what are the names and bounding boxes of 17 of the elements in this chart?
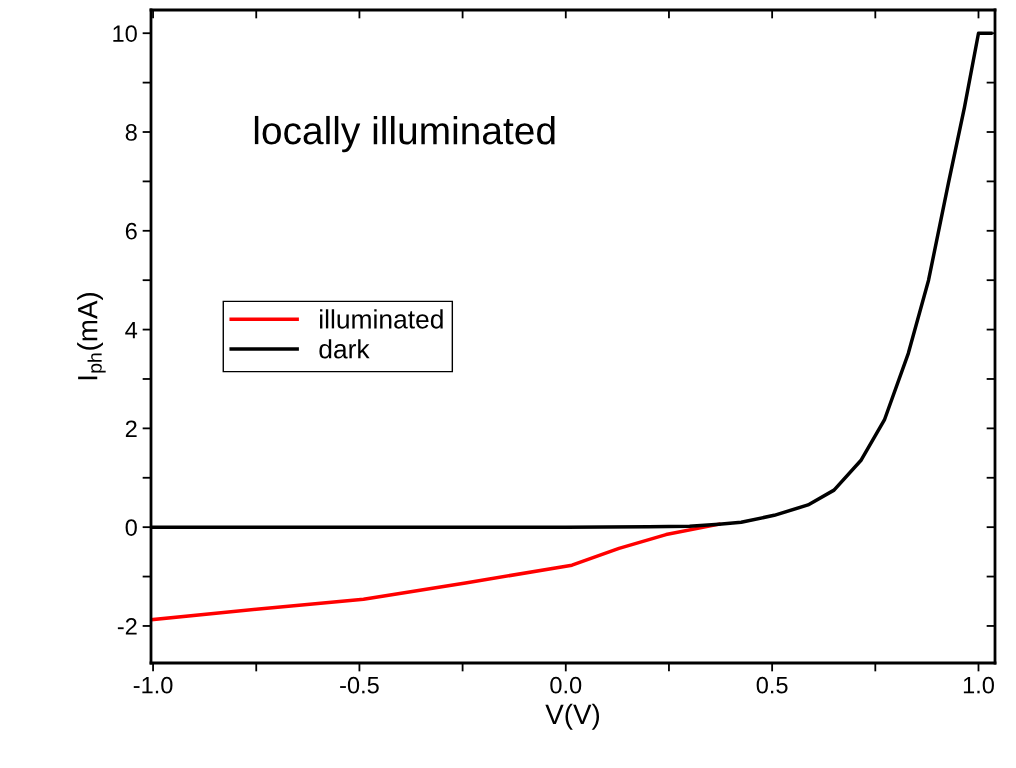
annotation: locally illuminated (254, 115, 555, 153)
x-tick-label: 1.0 (963, 676, 994, 694)
y-tick-label: -2 (117, 618, 137, 635)
x-tick-label: -1.0 (133, 676, 173, 694)
y-tick-label: 2 (125, 420, 137, 437)
y-tick-label: 8 (125, 124, 137, 141)
y-tick-label: 4 (125, 321, 138, 339)
x-tick-label: 0.5 (756, 676, 788, 694)
legend-label: illuminated (320, 309, 443, 329)
legend-label: dark (319, 339, 370, 359)
x-axis-title: V(V) (545, 703, 600, 730)
x-tick-label: -0.5 (340, 676, 379, 694)
y-tick-label: 6 (125, 222, 137, 240)
y-tick-label: 0 (125, 519, 137, 536)
y-tick-label: 10 (113, 25, 137, 42)
x-tick-label: 0.0 (550, 676, 582, 694)
y-axis-title: I$_{ph}$(mA) (77, 293, 106, 380)
